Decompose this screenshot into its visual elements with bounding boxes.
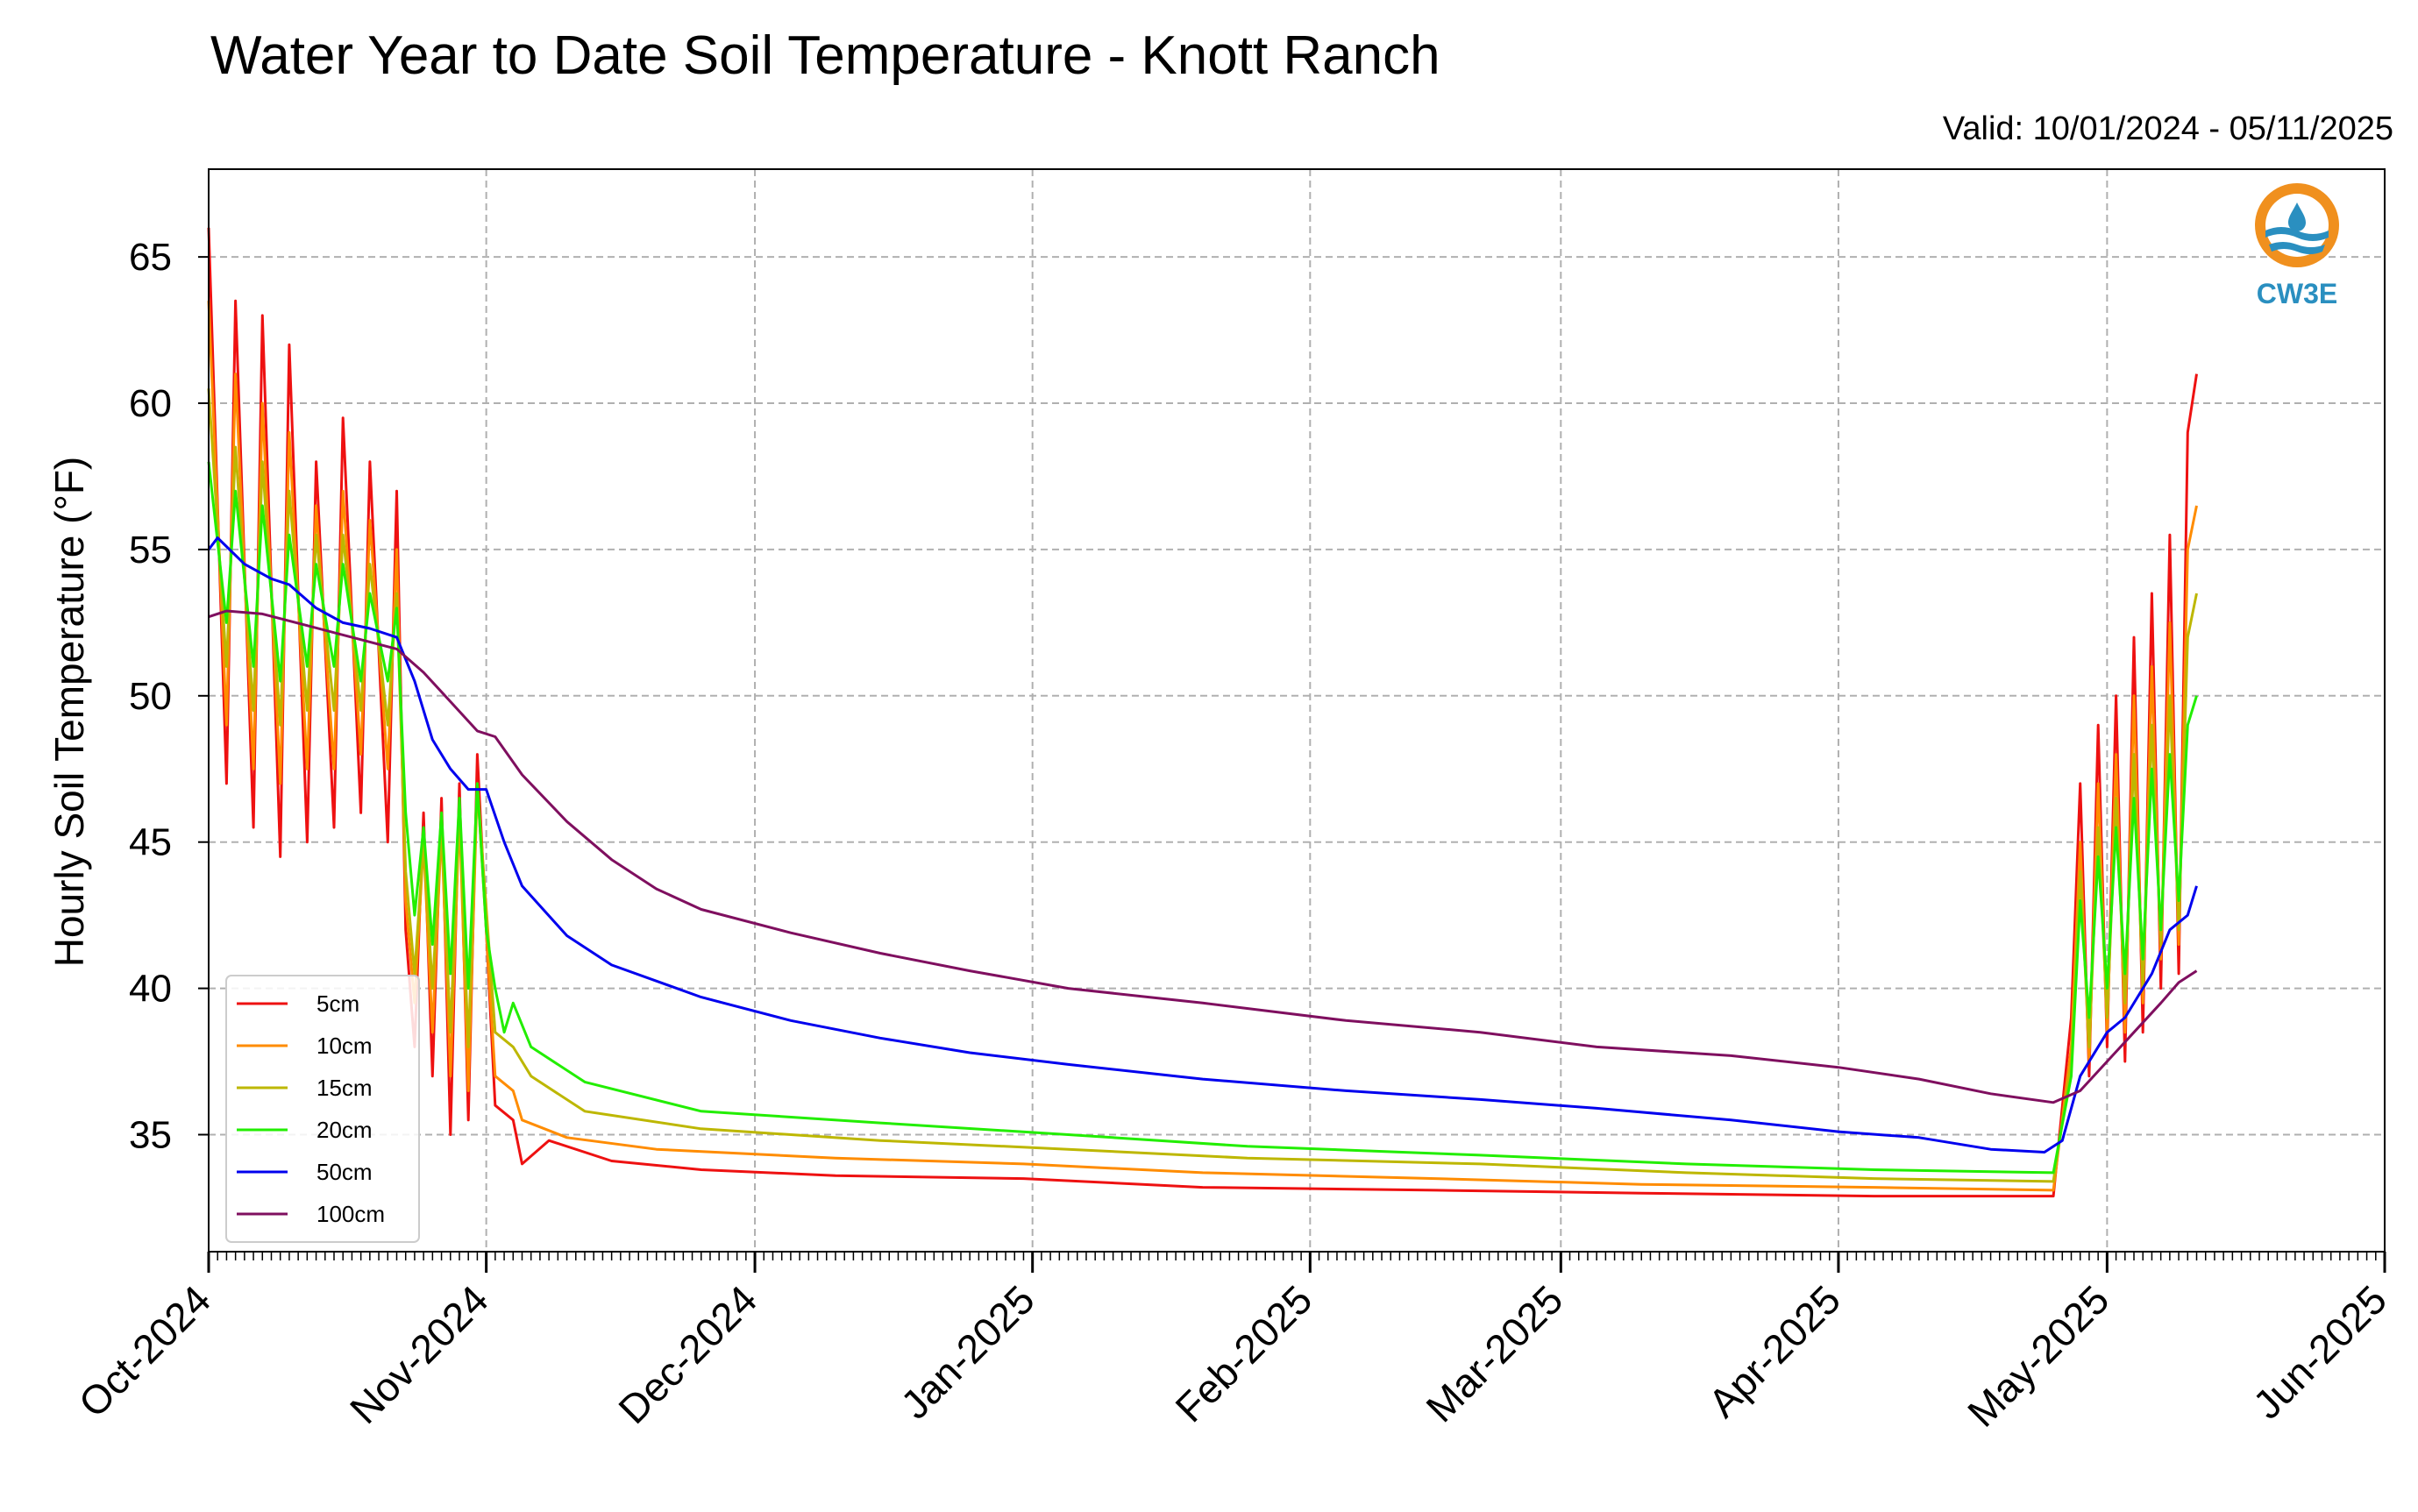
y-tick-label: 35 <box>129 1113 172 1156</box>
series-line-100cm <box>208 609 2198 1104</box>
y-tick-label: 45 <box>129 821 172 864</box>
grid-lines <box>209 169 2385 1252</box>
legend-box <box>225 975 420 1243</box>
x-tick-label-group: Nov-2024 <box>341 1276 497 1432</box>
legend-label: 15cm <box>316 1075 373 1101</box>
series-lines <box>207 227 2198 1198</box>
x-tick-label-group: Jan-2025 <box>892 1276 1042 1427</box>
legend-label: 10cm <box>316 1033 373 1059</box>
y-tick-label: 60 <box>129 382 172 425</box>
x-tick-label: Nov-2024 <box>341 1276 497 1432</box>
x-tick-label: Dec-2024 <box>609 1276 765 1432</box>
legend: 5cm 10cm 15cm 20cm 50cm 100cm <box>225 975 420 1243</box>
y-tick-label: 50 <box>129 675 172 718</box>
plot-frame <box>208 168 2386 1253</box>
series-line-10cm <box>207 301 2198 1192</box>
y-tick-label: 65 <box>129 236 172 279</box>
logo-text: CW3E <box>2256 278 2338 309</box>
x-tick-label-group: May-2025 <box>1959 1276 2117 1435</box>
legend-label: 100cm <box>316 1201 385 1227</box>
series-line-15cm <box>207 388 2198 1183</box>
valid-date-range: Valid: 10/01/2024 - 05/11/2025 <box>1942 110 2393 147</box>
legend-label: 5cm <box>316 990 359 1017</box>
series-line-20cm <box>207 461 2198 1175</box>
x-tick-label: Mar-2025 <box>1417 1276 1571 1430</box>
axis-ticks: 35 40 45 50 55 60 65 Oct-2024 Nov-2024 Dec-2024 Ja… <box>70 236 2396 1436</box>
cw3e-logo: CW3E <box>2240 180 2354 320</box>
chart-title: Water Year to Date Soil Temperature - Kn… <box>210 25 1440 86</box>
x-tick-label: Feb-2025 <box>1166 1276 1320 1430</box>
y-axis-title: Hourly Soil Temperature (°F) <box>46 457 92 968</box>
legend-label: 50cm <box>316 1159 373 1185</box>
x-tick-label-group: Feb-2025 <box>1166 1276 1320 1430</box>
x-tick-label-group: Apr-2025 <box>1699 1276 1849 1426</box>
x-tick-label-group: Mar-2025 <box>1417 1276 1571 1430</box>
series-line-5cm <box>207 227 2198 1198</box>
x-tick-label-group: Jun-2025 <box>2244 1276 2395 1427</box>
x-tick-label: May-2025 <box>1959 1276 2117 1435</box>
x-tick-label: Jan-2025 <box>892 1276 1042 1427</box>
x-tick-label: Apr-2025 <box>1699 1276 1849 1426</box>
y-tick-label: 55 <box>129 529 172 571</box>
legend-label: 20cm <box>316 1117 373 1143</box>
y-tick-label: 40 <box>129 968 172 1011</box>
series-line-50cm <box>207 536 2198 1154</box>
x-tick-label-group: Dec-2024 <box>609 1276 765 1432</box>
y-axis-title-group: Hourly Soil Temperature (°F) <box>46 457 92 968</box>
cw3e-water-drop-icon <box>2255 183 2339 267</box>
x-tick-label: Oct-2024 <box>70 1276 220 1426</box>
x-tick-label-group: Oct-2024 <box>70 1276 220 1426</box>
x-tick-label: Jun-2025 <box>2244 1276 2395 1427</box>
